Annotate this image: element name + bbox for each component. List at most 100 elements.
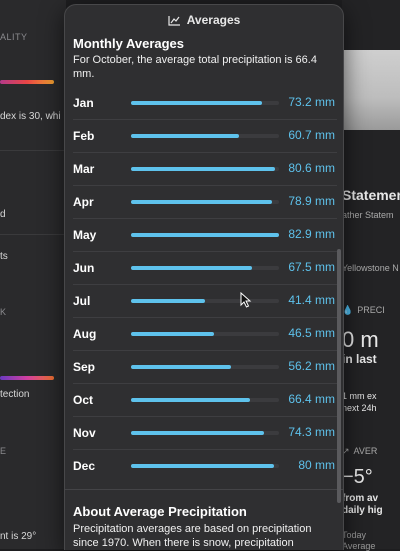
statement-title: Statement <box>342 187 400 203</box>
month-row: Jan 73.2 mm <box>73 87 337 120</box>
precip-value: 0 m <box>342 327 379 352</box>
month-row: Nov 74.3 mm <box>73 417 337 450</box>
precip-bar <box>131 431 264 435</box>
month-label: Feb <box>73 129 95 143</box>
month-label: May <box>73 228 97 242</box>
precip-bar-track <box>131 398 279 402</box>
precip-bar-track <box>131 200 279 204</box>
month-label: Apr <box>73 195 94 209</box>
map-thumbnail <box>342 50 400 130</box>
statement-subtitle: ather Statem <box>342 210 394 220</box>
month-value: 66.4 mm <box>288 392 335 406</box>
month-label: Jan <box>73 96 94 110</box>
avg-sub-1: from av <box>342 493 379 504</box>
precip-bar <box>131 398 250 402</box>
precip-note-2: next 24h <box>342 403 377 413</box>
month-value: 46.5 mm <box>288 326 335 340</box>
month-row: May 82.9 mm <box>73 219 337 252</box>
feels-like-text: nt is 29° <box>0 531 37 542</box>
month-row: Feb 60.7 mm <box>73 120 337 153</box>
precip-bar <box>131 464 274 468</box>
uv-text: tection <box>0 389 30 400</box>
month-row: Jun 67.5 mm <box>73 252 337 285</box>
section-title: Monthly Averages <box>73 36 185 51</box>
month-value: 80 mm <box>298 458 335 472</box>
background-right-panel: Statement ather Statem Yellowstone N 💧PR… <box>342 0 400 551</box>
month-label: Jul <box>73 294 91 308</box>
precip-bar-track <box>131 134 279 138</box>
background-left-panel: ALITY dex is 30, whi d ts K tection E nt… <box>0 0 66 549</box>
precip-bar-track <box>131 332 279 336</box>
precip-bar <box>131 332 214 336</box>
month-value: 73.2 mm <box>288 95 335 109</box>
location-text: Yellowstone N <box>342 263 399 273</box>
precip-bar-track <box>131 299 279 303</box>
precip-bar <box>131 299 205 303</box>
mouse-cursor-icon <box>240 292 252 308</box>
bg-item-ts: ts <box>0 251 8 262</box>
month-value: 56.2 mm <box>288 359 335 373</box>
average-label: Average <box>342 541 376 551</box>
precip-bar <box>131 101 262 105</box>
averages-popover: Averages Monthly Averages For October, t… <box>64 4 344 550</box>
month-value: 78.9 mm <box>288 194 335 208</box>
about-title: About Average Precipitation <box>73 504 247 519</box>
month-value: 74.3 mm <box>288 425 335 439</box>
precip-bar <box>131 167 275 171</box>
month-row: Sep 56.2 mm <box>73 351 337 384</box>
popover-header: Averages <box>65 5 343 35</box>
month-value: 60.7 mm <box>288 128 335 142</box>
precip-bar <box>131 200 272 204</box>
aqi-text: dex is 30, whi <box>0 111 61 122</box>
precip-bar-track <box>131 167 279 171</box>
precip-bar-track <box>131 101 279 105</box>
month-value: 41.4 mm <box>288 293 335 307</box>
precip-bar <box>131 365 231 369</box>
month-label: Nov <box>73 426 96 440</box>
precip-bar-track <box>131 233 279 237</box>
month-row: Aug 46.5 mm <box>73 318 337 351</box>
precip-bar-track <box>131 464 279 468</box>
aqi-gradient-bar <box>0 80 54 84</box>
scrollbar[interactable] <box>337 249 341 503</box>
month-label: Aug <box>73 327 97 341</box>
precip-sub: in last <box>342 352 377 366</box>
month-row: Dec 80 mm <box>73 450 337 482</box>
month-value: 67.5 mm <box>288 260 335 274</box>
uv-gradient-bar <box>0 376 54 380</box>
month-row: Apr 78.9 mm <box>73 186 337 219</box>
today-label: Today <box>342 530 367 540</box>
precip-header: 💧 PRECI <box>342 305 385 315</box>
precip-bar-track <box>131 365 279 369</box>
chart-line-icon <box>168 15 180 26</box>
monthly-list: Jan 73.2 mm Feb 60.7 mm Mar 80.6 mm Apr 78.9 mm… <box>73 87 337 482</box>
month-row: Mar 80.6 mm <box>73 153 337 186</box>
precip-bar <box>131 134 239 138</box>
about-body: Precipitation averages are based on prec… <box>73 523 312 549</box>
averages-header: ↗ AVER <box>342 446 378 456</box>
precip-note-1: 1 mm ex <box>342 391 377 401</box>
precip-bar <box>131 266 252 270</box>
month-label: Oct <box>73 393 94 407</box>
month-label: Mar <box>73 162 95 176</box>
avg-sub-2: daily hig <box>342 505 383 516</box>
month-value: 82.9 mm <box>288 227 335 241</box>
popover-title: Averages <box>186 13 241 27</box>
air-quality-header: ALITY <box>0 32 28 42</box>
droplet-icon: 💧 <box>342 305 354 315</box>
chart-line-icon: ↗ <box>342 446 350 456</box>
bg-item-d: d <box>0 209 6 220</box>
wind-header: K <box>0 307 7 317</box>
precip-bar-track <box>131 266 279 270</box>
month-value: 80.6 mm <box>288 161 335 175</box>
feels-like-header: E <box>0 446 7 456</box>
month-row: Jul 41.4 mm <box>73 285 337 318</box>
precip-bar-track <box>131 431 279 435</box>
month-label: Jun <box>73 261 95 275</box>
precip-bar <box>131 233 279 237</box>
section-description: For October, the average total precipita… <box>73 54 317 80</box>
month-label: Dec <box>73 459 96 473</box>
avg-value: −5° <box>342 466 373 488</box>
month-row: Oct 66.4 mm <box>73 384 337 417</box>
month-label: Sep <box>73 360 96 374</box>
